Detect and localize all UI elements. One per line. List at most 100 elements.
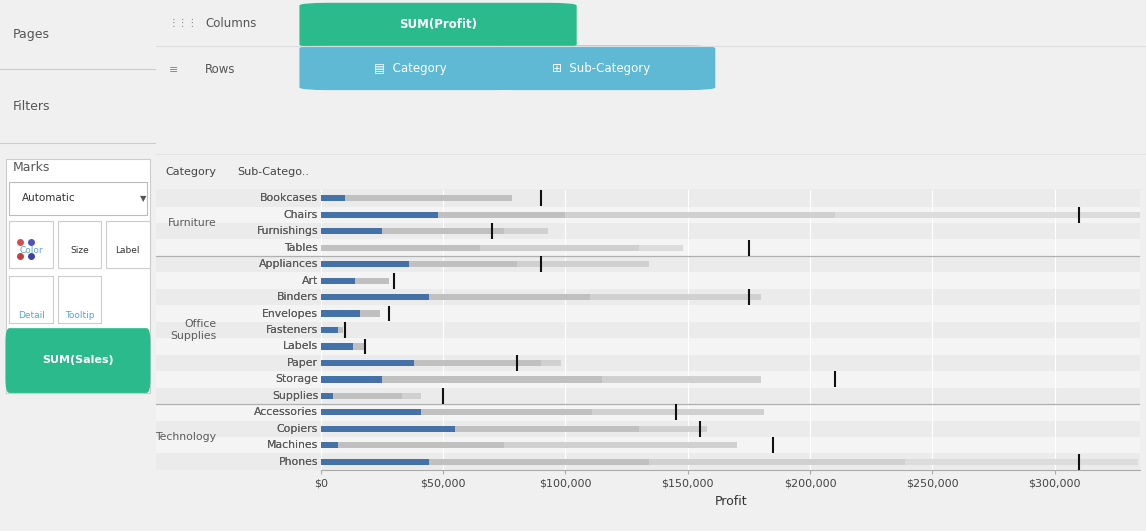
FancyBboxPatch shape (57, 221, 101, 268)
Bar (321, 289, 1140, 305)
Bar (321, 360, 414, 366)
Bar (277, 245, 321, 251)
Bar (227, 207, 321, 223)
Bar (227, 239, 321, 256)
Text: Fasteners: Fasteners (266, 325, 319, 335)
Bar (360, 311, 379, 316)
Bar (905, 459, 1138, 465)
Bar (156, 453, 227, 470)
Bar (338, 442, 504, 448)
Text: SUM(Sales): SUM(Sales) (42, 355, 113, 365)
FancyBboxPatch shape (9, 221, 53, 268)
Bar (321, 239, 1140, 256)
FancyBboxPatch shape (9, 182, 147, 215)
Bar (227, 388, 321, 404)
Text: Bookcases: Bookcases (260, 193, 319, 203)
Text: Filters: Filters (13, 100, 50, 113)
Text: Binders: Binders (277, 292, 319, 302)
Bar (321, 459, 429, 465)
Bar (338, 327, 343, 333)
Bar (638, 245, 683, 251)
Text: Accessories: Accessories (254, 407, 319, 417)
Text: Storage: Storage (275, 374, 319, 384)
Bar (834, 212, 1146, 218)
Bar (321, 327, 338, 333)
Text: Technology: Technology (155, 432, 217, 442)
Bar (321, 294, 429, 300)
Text: Phones: Phones (278, 457, 319, 467)
Bar (321, 437, 1140, 453)
Text: Paper: Paper (286, 358, 319, 368)
Bar (590, 294, 761, 300)
Text: Envelopes: Envelopes (262, 309, 319, 319)
Bar (638, 426, 707, 432)
Bar (227, 404, 321, 421)
Text: Storage: Storage (275, 374, 319, 384)
Bar (455, 426, 638, 432)
Bar (227, 338, 321, 355)
Text: Office
Supplies: Office Supplies (170, 319, 217, 341)
Bar (321, 272, 1140, 289)
Bar (321, 207, 1140, 223)
Bar (227, 355, 321, 371)
X-axis label: Profit: Profit (714, 494, 747, 508)
Bar (227, 437, 321, 453)
Bar (321, 305, 1140, 322)
Bar (227, 272, 321, 289)
Bar (321, 355, 1140, 371)
Text: Copiers: Copiers (277, 424, 319, 434)
FancyBboxPatch shape (299, 46, 523, 90)
Bar (414, 360, 541, 366)
Bar (321, 256, 1140, 272)
Text: Machines: Machines (267, 440, 319, 450)
Text: Furnishings: Furnishings (257, 226, 319, 236)
Bar (321, 228, 382, 234)
Text: Size: Size (70, 246, 89, 255)
Bar (156, 305, 227, 322)
Text: Pages: Pages (13, 28, 49, 41)
Bar (382, 376, 602, 382)
Bar (504, 442, 737, 448)
Bar (321, 344, 353, 349)
Bar (565, 212, 834, 218)
Bar (321, 404, 1140, 421)
Bar (227, 371, 321, 388)
Bar (156, 371, 227, 388)
Text: Appliances: Appliances (259, 259, 319, 269)
Bar (227, 190, 321, 207)
Bar (227, 289, 321, 305)
Bar (156, 256, 227, 272)
Bar (321, 190, 1140, 207)
Bar (156, 190, 227, 207)
Bar (333, 393, 401, 399)
Bar (321, 322, 1140, 338)
Bar (156, 421, 227, 437)
Bar (156, 388, 227, 404)
Text: Tables: Tables (284, 243, 319, 253)
Bar (429, 459, 649, 465)
Text: Marks: Marks (13, 161, 49, 174)
Bar (321, 311, 360, 316)
Bar (649, 459, 905, 465)
Bar (321, 453, 1140, 470)
Text: Labels: Labels (283, 341, 319, 352)
Text: Sub-Catego..: Sub-Catego.. (237, 167, 308, 177)
FancyBboxPatch shape (299, 3, 576, 47)
FancyBboxPatch shape (105, 221, 150, 268)
Bar (321, 261, 409, 267)
Text: Art: Art (301, 276, 319, 286)
Text: Furniture: Furniture (167, 218, 217, 228)
Text: Envelopes: Envelopes (262, 309, 319, 319)
Bar (227, 223, 321, 239)
Text: Accessories: Accessories (254, 407, 319, 417)
Text: Rows: Rows (205, 63, 236, 76)
Text: Category: Category (166, 167, 217, 177)
Bar (227, 453, 321, 470)
Text: Fasteners: Fasteners (266, 325, 319, 335)
Text: Chairs: Chairs (284, 210, 319, 220)
Bar (321, 442, 338, 448)
Text: Color: Color (19, 246, 44, 255)
Bar (227, 305, 321, 322)
Text: Copiers: Copiers (277, 424, 319, 434)
Bar (602, 376, 761, 382)
